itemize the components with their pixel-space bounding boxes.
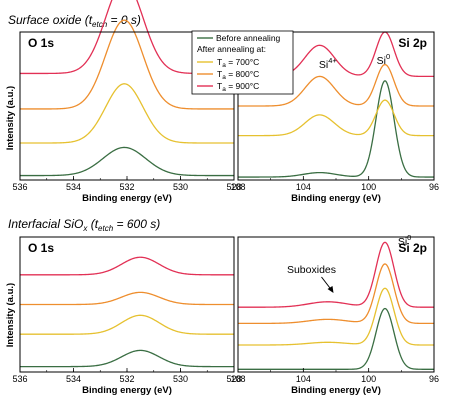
series-line-before — [20, 349, 234, 368]
annotation-suboxides: Suboxides — [287, 264, 336, 276]
section-title-interfacial: Interfacial SiOx (tetch = 600 s) — [8, 217, 160, 233]
series-line-900 — [238, 241, 434, 308]
x-axis-label: Binding energy (eV) — [82, 193, 172, 204]
x-tick-label: 108 — [230, 182, 245, 192]
x-tick-label: 100 — [361, 374, 376, 384]
x-tick-label: 532 — [119, 374, 134, 384]
series-line-800 — [238, 63, 434, 107]
x-tick-label: 96 — [429, 182, 439, 192]
series-line-800 — [20, 291, 234, 306]
x-axis-label: Binding energy (eV) — [291, 385, 381, 396]
y-axis-label-bottom: Intensity (a.u.) — [5, 283, 16, 347]
legend-header-after: After annealing at: — [197, 44, 266, 54]
panel-o1s-interfacial: 536 534 532 530 528 O 1s Binding energy (eV) — [12, 236, 242, 396]
x-tick-label: 536 — [12, 182, 27, 192]
plot-frame — [237, 236, 435, 373]
panel-o1s-surface: 536 534 532 530 528 O 1s Binding energy (eV) — [12, 0, 242, 204]
x-tick-label: 104 — [296, 374, 311, 384]
panel-title: Si 2p — [398, 241, 427, 255]
series-line-700 — [238, 287, 434, 346]
series-line-700 — [20, 83, 234, 144]
x-axis-label: Binding energy (eV) — [291, 193, 381, 204]
annotation-si: Si0 — [377, 52, 391, 67]
legend-entry-900: Ta = 900°C — [217, 81, 259, 93]
panel-si2p-interfacial: 108 104 100 96 Si 2p Binding energy (eV) Si0 Su… — [230, 233, 439, 396]
series-line-900 — [20, 256, 234, 276]
x-tick-label: 534 — [66, 182, 81, 192]
series-line-700 — [238, 99, 434, 137]
legend-entry-before: Before annealing — [216, 33, 281, 43]
annotation-si: Si4+ — [319, 56, 338, 71]
x-axis-label: Binding energy (eV) — [82, 385, 172, 396]
x-tick-label: 530 — [173, 374, 188, 384]
x-tick-label: 536 — [12, 374, 27, 384]
legend: Before annealing After annealing at: Ta … — [191, 30, 294, 95]
panel-title: Si 2p — [398, 36, 427, 50]
panel-title: O 1s — [28, 241, 54, 255]
x-tick-label: 532 — [119, 182, 134, 192]
x-tick-label: 96 — [429, 374, 439, 384]
annotation-si: Si0 — [398, 233, 412, 248]
series-line-before — [20, 146, 234, 177]
series-line-800 — [238, 263, 434, 325]
series-line-before — [238, 307, 434, 370]
series-line-800 — [20, 19, 234, 110]
y-axis-label-top: Intensity (a.u.) — [5, 86, 16, 150]
series-line-before — [238, 80, 434, 178]
x-tick-label: 528 — [226, 182, 241, 192]
x-tick-label: 534 — [66, 374, 81, 384]
x-tick-label: 530 — [173, 182, 188, 192]
x-tick-label: 100 — [361, 182, 376, 192]
x-tick-label: 104 — [296, 182, 311, 192]
x-tick-label: 108 — [230, 374, 245, 384]
x-tick-label: 528 — [226, 374, 241, 384]
annotation-arrowhead — [327, 286, 334, 293]
series-line-700 — [20, 314, 234, 335]
panel-title: O 1s — [28, 36, 54, 50]
legend-entry-700: Ta = 700°C — [217, 57, 259, 69]
legend-entry-800: Ta = 800°C — [217, 69, 259, 81]
